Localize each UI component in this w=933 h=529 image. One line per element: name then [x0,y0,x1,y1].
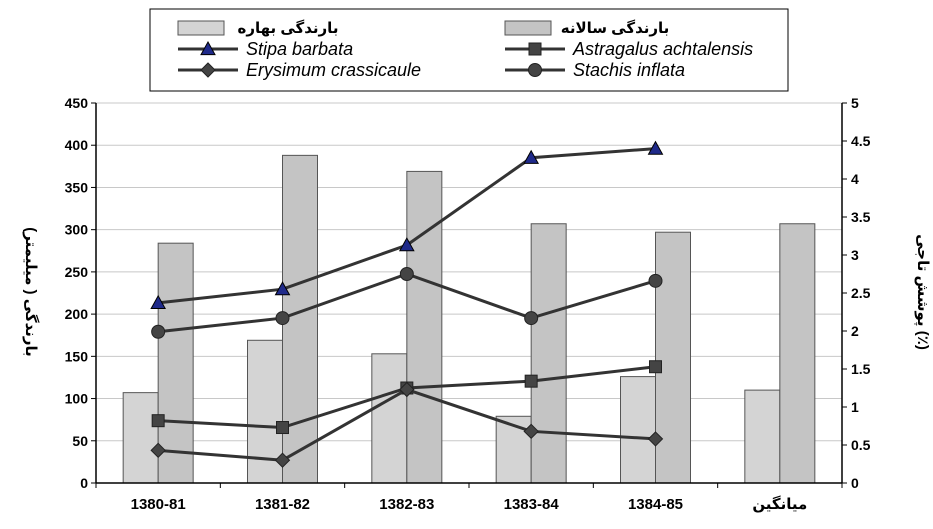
data-point [150,294,167,309]
bar [122,392,159,484]
y2-tick-label: 2.5 [851,285,871,301]
y-tick-label: 100 [65,391,89,407]
y-tick-label: 300 [65,222,89,238]
y2-axis-label: پوشش تاجی (٪) [913,234,931,350]
y-tick-label: 150 [65,348,89,364]
data-point [151,324,166,339]
data-point [649,360,662,374]
data-point [274,452,291,468]
y-tick-label: 200 [65,306,89,322]
data-point [524,311,539,326]
legend-swatch [177,20,225,36]
x-tick-label: 1384-85 [628,496,683,513]
data-point [274,281,291,296]
data-point [399,381,415,398]
x-tick-label: 1380-81 [131,496,186,513]
legend-box [149,8,789,92]
legend-label: Erysimum crassicaule [246,60,421,80]
data-point [399,267,414,281]
legend-label: Stipa barbata [246,39,353,59]
data-point [276,421,289,435]
bar [744,389,781,484]
y-tick-label: 400 [65,137,89,153]
data-point [524,374,538,388]
y-tick-label: 450 [65,95,89,111]
data-point [523,149,540,164]
legend: بارندگی بهاره بارندگی سالانه Stipa barbata… [149,8,789,92]
y2-tick-label: 0.5 [851,437,871,453]
x-tick-label: 1383-84 [504,496,560,513]
y-tick-label: 0 [80,475,88,491]
data-point [275,311,290,326]
legend-label: بارندگی سالانه [561,19,670,37]
gridlines [96,102,842,442]
bar [530,223,567,484]
legend-marker [528,42,542,56]
y-tick-label: 350 [65,179,89,195]
y2-tick-label: 3.5 [851,209,871,225]
y2-tick-label: 0 [851,475,859,491]
y2-tick-label: 4.5 [851,133,871,149]
legend-swatch [504,20,552,36]
y2-tick-label: 5 [851,95,859,111]
data-point [398,237,415,252]
y-tick-label: 250 [65,264,89,280]
bar [406,170,443,484]
bar [371,353,408,484]
y2-tick-label: 1 [851,399,859,415]
tick-labels: 0 50 100 150 200 250 300 350 400 450 0 0.5 1 1.5 2 2.5 3… [65,95,871,513]
data-point [523,423,539,440]
legend-label: Astragalus achtalensis [572,39,753,59]
data-point [647,140,664,155]
y2-tick-label: 3 [851,247,859,263]
y-axis-label: بارندگی ( میلیمتر) [22,227,40,357]
x-tick-label: 1381-82 [255,496,310,513]
legend-label: بارندگی بهاره [238,19,339,37]
data-point [151,414,165,428]
x-tick-label: میانگین [752,495,807,513]
legend-label: Stachis inflata [573,60,685,80]
bar [779,223,816,484]
data-point [648,273,663,288]
legend-marker [200,40,216,56]
bar [620,376,656,484]
bar [157,242,194,484]
y2-tick-label: 4 [851,171,859,187]
y2-tick-label: 1.5 [851,361,871,377]
data-point [150,442,166,459]
y-tick-label: 50 [72,433,88,449]
x-tick-label: 1382-83 [379,496,434,513]
legend-marker [200,62,216,78]
series-lines [150,140,664,468]
bars [122,154,816,484]
bar [655,231,691,484]
y2-tick-label: 2 [851,323,859,339]
legend-marker [528,63,542,77]
axes [91,102,847,488]
data-point [647,431,664,447]
